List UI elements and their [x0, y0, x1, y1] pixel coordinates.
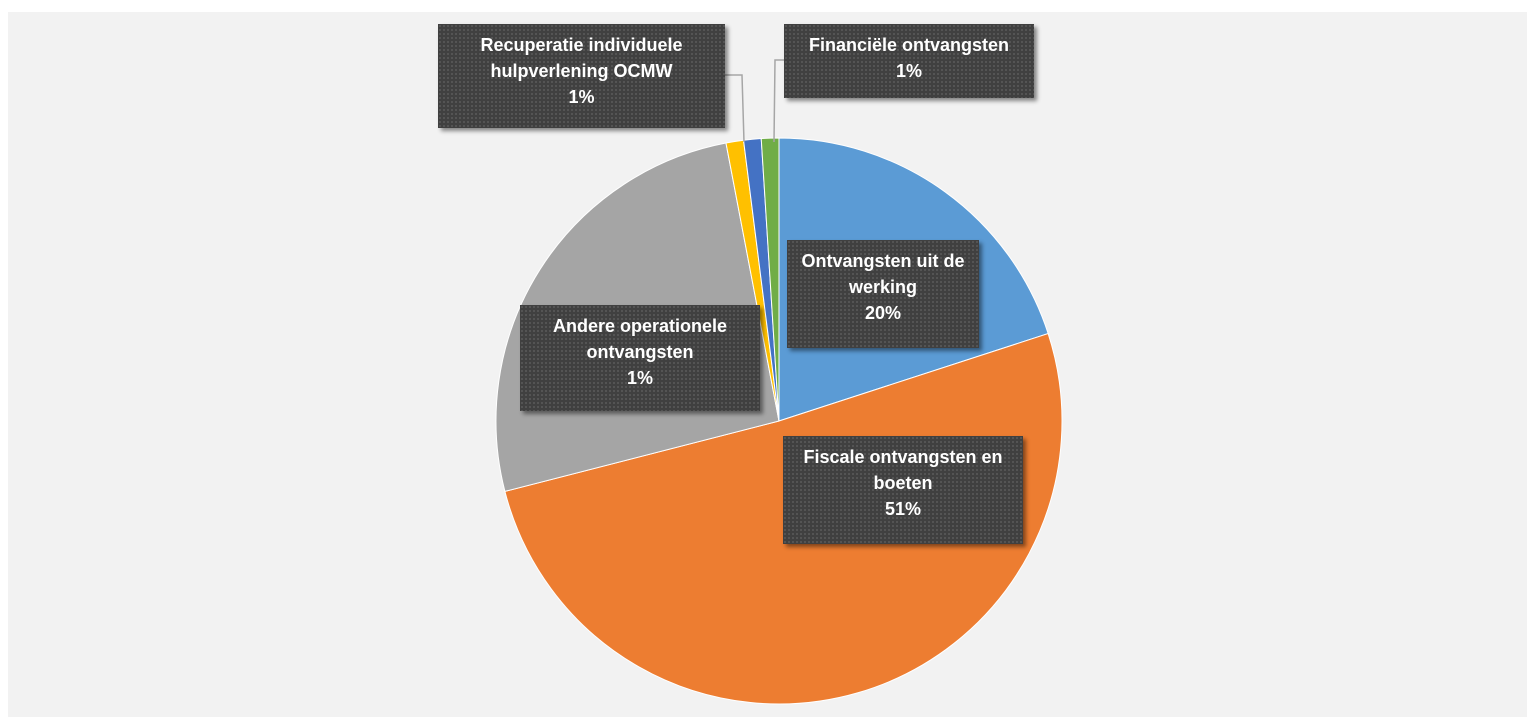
label-value: 1%	[568, 87, 595, 107]
label-value: 1%	[895, 61, 922, 81]
data-label: Financiële ontvangsten 1%	[784, 24, 1034, 98]
data-label: Recuperatie individuele hulpverlening OC…	[438, 24, 725, 128]
label-category: Fiscale ontvangsten en boeten	[803, 447, 1003, 493]
leader-line	[773, 59, 784, 143]
label-category: Recuperatie individuele hulpverlening OC…	[480, 35, 683, 81]
data-label: Fiscale ontvangsten en boeten 51%	[783, 436, 1023, 544]
leader-line	[724, 74, 745, 143]
label-category: Andere operationele ontvangsten	[552, 316, 728, 362]
data-label: Ontvangsten uit de werking 20%	[787, 240, 979, 348]
data-label: Andere operationele ontvangsten 1%	[520, 305, 760, 411]
label-category: Ontvangsten uit de werking	[801, 251, 965, 297]
pie-slice	[760, 137, 780, 422]
label-category: Financiële ontvangsten	[808, 35, 1010, 55]
label-value: 1%	[626, 368, 653, 388]
label-value: 20%	[864, 303, 902, 323]
label-value: 51%	[884, 499, 922, 519]
